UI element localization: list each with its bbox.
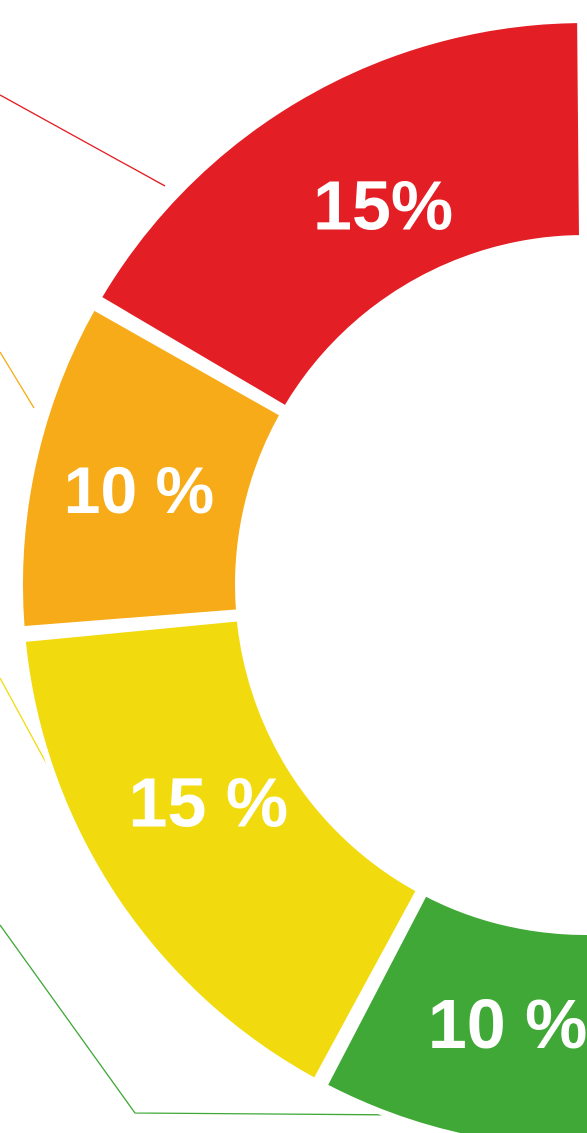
leader-lines — [0, 94, 411, 1116]
slice-label-10-green: 10 % — [428, 985, 587, 1063]
slice-orange-10 — [16, 302, 288, 633]
slice-red-15 — [94, 16, 586, 414]
slice-label-15-red: 15% — [313, 166, 453, 244]
slice-green-10 — [320, 888, 587, 1133]
leader-line-2 — [0, 351, 35, 409]
slice-label-15-yellow: 15 % — [129, 764, 289, 842]
leader-line-4 — [0, 924, 411, 1116]
donut-slices — [16, 16, 587, 1133]
leader-line-1 — [0, 94, 166, 187]
leader-line-3 — [0, 677, 51, 771]
slice-yellow-15 — [19, 615, 424, 1086]
slice-label-10-orange: 10 % — [64, 453, 214, 527]
slice-labels: 15% 10 % 15 % 10 % — [64, 166, 587, 1063]
